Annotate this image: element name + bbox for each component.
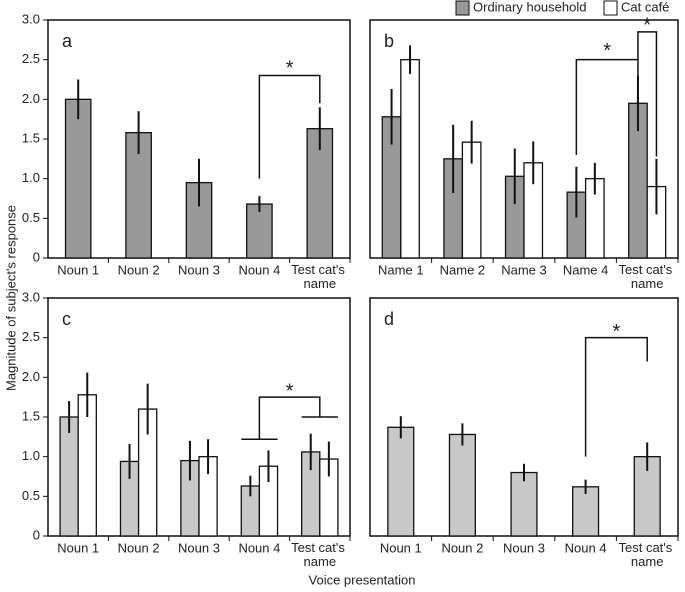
bar <box>306 128 334 259</box>
x-tick-label: Noun 1 <box>380 540 422 555</box>
x-tick-label: Noun 4 <box>238 262 280 277</box>
significance-bracket <box>258 74 321 179</box>
panel-label: c <box>62 309 71 329</box>
y-tick-label: 3.0 <box>22 289 40 304</box>
legend-swatch <box>603 0 618 16</box>
x-tick-label: Noun 4 <box>565 540 607 555</box>
x-tick-label: Test cat's name <box>291 540 348 569</box>
y-tick-label: 0.5 <box>22 488 40 503</box>
panel-label: d <box>384 309 394 329</box>
x-tick-label: Noun 3 <box>503 540 545 555</box>
significance-star: * <box>286 381 294 403</box>
y-tick-label: 2.0 <box>22 91 40 106</box>
bar <box>64 98 92 259</box>
y-tick-label: 1.0 <box>22 170 40 185</box>
bar <box>387 426 415 537</box>
significance-bracket <box>584 336 648 457</box>
panel-label: b <box>384 31 394 51</box>
y-tick-label: 0 <box>33 527 40 542</box>
x-tick-label: Test cat's name <box>619 540 676 569</box>
bar <box>59 416 79 537</box>
significance-star: * <box>286 58 294 80</box>
legend-label: Cat café <box>621 0 669 14</box>
y-tick-label: 2.5 <box>22 51 40 66</box>
y-tick-label: 1.0 <box>22 448 40 463</box>
bar <box>448 433 476 537</box>
x-tick-label: Noun 1 <box>57 262 99 277</box>
x-tick-label: Noun 3 <box>178 262 220 277</box>
bar <box>510 471 538 537</box>
x-tick-label: Noun 2 <box>118 540 160 555</box>
panel-label: a <box>62 31 73 51</box>
significance-bracket <box>575 58 639 155</box>
significance-star: * <box>643 15 651 37</box>
x-tick-label: Noun 3 <box>178 540 220 555</box>
x-tick-label: Name 1 <box>378 262 424 277</box>
x-tick-label: Test cat's name <box>291 262 348 291</box>
x-tick-label: Noun 2 <box>118 262 160 277</box>
legend-label: Ordinary household <box>473 0 586 14</box>
legend-swatch <box>455 0 470 16</box>
x-tick-label: Noun 4 <box>238 540 280 555</box>
bar <box>572 486 600 537</box>
y-tick-label: 3.0 <box>22 11 40 26</box>
y-tick-label: 0 <box>33 249 40 264</box>
x-tick-label: Test cat's name <box>619 262 676 291</box>
x-axis-label: Voice presentation <box>309 572 416 587</box>
x-tick-label: Noun 2 <box>441 540 483 555</box>
y-tick-label: 1.5 <box>22 408 40 423</box>
y-tick-label: 0.5 <box>22 210 40 225</box>
significance-bracket <box>258 396 321 440</box>
y-tick-label: 2.0 <box>22 369 40 384</box>
significance-star: * <box>613 321 621 343</box>
x-tick-label: Name 4 <box>563 262 609 277</box>
bar <box>400 59 420 259</box>
x-tick-label: Name 3 <box>501 262 547 277</box>
significance-star: * <box>603 40 611 62</box>
y-tick-label: 1.5 <box>22 130 40 145</box>
x-tick-label: Noun 1 <box>57 540 99 555</box>
x-tick-label: Name 2 <box>440 262 486 277</box>
y-tick-label: 2.5 <box>22 329 40 344</box>
significance-bracket <box>637 31 658 157</box>
bar <box>246 203 273 259</box>
y-axis-label: Magnitude of subject's response <box>3 205 18 391</box>
